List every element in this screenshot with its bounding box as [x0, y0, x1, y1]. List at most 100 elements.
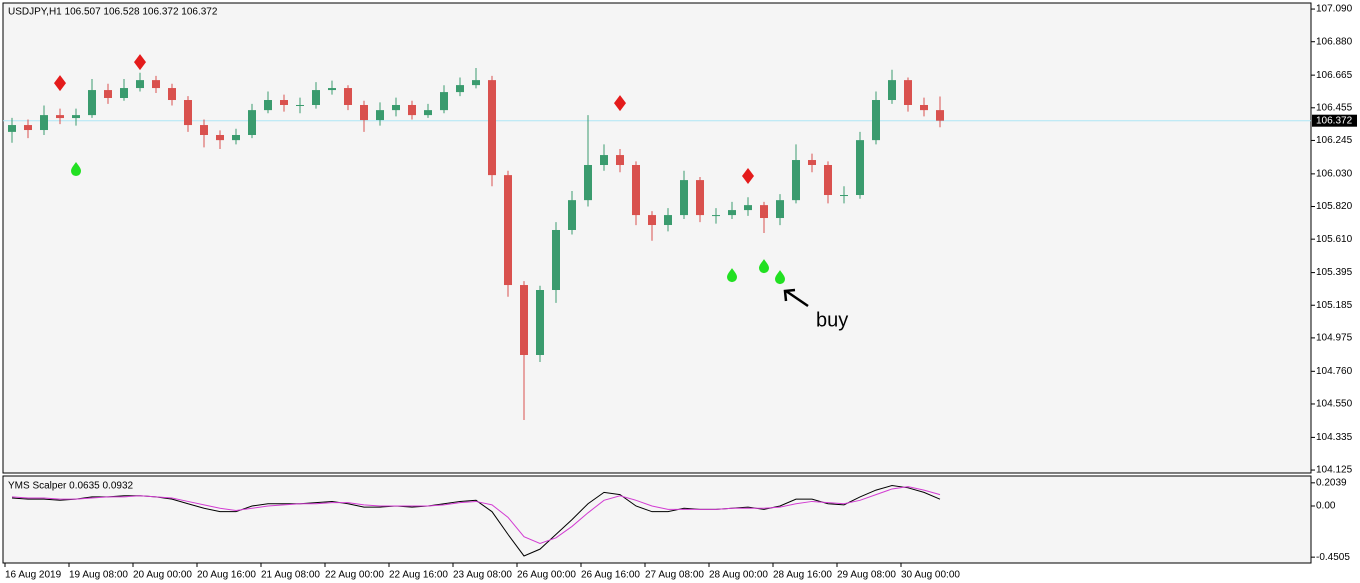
candle-body: [520, 285, 528, 355]
x-tick-label: 30 Aug 00:00: [901, 570, 960, 581]
candle-body: [568, 200, 576, 230]
x-tick-label: 28 Aug 00:00: [709, 570, 768, 581]
candle-body: [40, 115, 48, 131]
candle-body: [584, 165, 592, 201]
indicator-line: [11, 485, 941, 557]
candle-body: [728, 210, 736, 216]
indicator-layer: 0.2039 0.00 -0.4505: [11, 477, 1350, 563]
x-tick-label: 20 Aug 16:00: [197, 570, 256, 581]
candle-body: [120, 88, 128, 98]
annotation: buy: [816, 309, 848, 331]
candle-body: [856, 140, 864, 196]
indicator-plot-frame: [2, 475, 1312, 564]
x-tick-label: 20 Aug 00:00: [133, 570, 192, 581]
candle-body: [824, 165, 832, 196]
candle-body: [280, 100, 288, 105]
main-layer: 107.090 106.880 106.665 106.455 106.245 106.0…: [3, 4, 1353, 476]
y-tick-label: 104.975: [1316, 333, 1353, 344]
chart-title: USDJPY,H1 106.507 106.528 106.372 106.37…: [8, 7, 218, 18]
sell-signal: [134, 54, 146, 71]
candle-body: [536, 290, 544, 355]
candle-body: [328, 88, 336, 91]
main-plot-frame: [2, 2, 1312, 474]
y-tick-label: 104.760: [1316, 366, 1353, 377]
buy-signal: [71, 162, 81, 177]
candle-body: [840, 195, 848, 197]
x-tick-label: 16 Aug 2019: [5, 570, 62, 581]
x-tick-label: 19 Aug 08:00: [69, 570, 128, 581]
candle-body: [184, 100, 192, 126]
y-tick-label: 107.090: [1316, 4, 1353, 15]
candle-body: [552, 229, 560, 291]
candle-body: [616, 155, 624, 166]
candle-body: [264, 100, 272, 111]
candle-body: [152, 80, 160, 89]
candle-body: [776, 200, 784, 219]
candle-body: [248, 110, 256, 135]
candle-body: [360, 104, 368, 121]
last-price-box: [1312, 114, 1357, 127]
candle-body: [920, 104, 928, 111]
candle-body: [696, 180, 704, 216]
x-tick-label: 28 Aug 16:00: [773, 570, 832, 581]
candle-body: [600, 155, 608, 166]
x-tick-label: 26 Aug 16:00: [581, 570, 640, 581]
y-tick-label: 105.185: [1316, 300, 1353, 311]
candle-body: [408, 104, 416, 116]
candle-body: [888, 80, 896, 101]
candle-body: [216, 134, 224, 141]
sell-signal: [54, 75, 66, 92]
candle-body: [168, 88, 176, 101]
x-tick-label: 21 Aug 08:00: [261, 570, 320, 581]
x-tick-label: 22 Aug 16:00: [389, 570, 448, 581]
candle-body: [792, 160, 800, 201]
candle-body: [632, 165, 640, 216]
y-tick-label: 106.880: [1316, 36, 1353, 47]
candle-body: [744, 205, 752, 211]
annotation-arrow: [783, 288, 809, 308]
candle-body: [472, 80, 480, 86]
y-tick-label: 105.820: [1316, 201, 1353, 212]
y-tick-label: 106.245: [1316, 135, 1353, 146]
candle-body: [936, 110, 944, 121]
candle-body: [504, 175, 512, 286]
y-tick-label: 105.610: [1316, 234, 1353, 245]
candle-body: [8, 125, 16, 132]
candle-body: [904, 80, 912, 105]
y-tick-label: 0.00: [1316, 501, 1336, 512]
y-tick-label: 0.2039: [1316, 477, 1347, 488]
candle-body: [24, 125, 32, 131]
candle-body: [72, 115, 80, 119]
candle-body: [136, 80, 144, 89]
candle-body: [872, 100, 880, 141]
buy-signal: [759, 259, 769, 274]
indicator-line: [11, 486, 941, 545]
y-tick-label: 104.335: [1316, 432, 1353, 443]
candle-body: [760, 205, 768, 219]
candle-body: [88, 90, 96, 116]
y-tick-label: 104.550: [1316, 399, 1353, 410]
candle-body: [648, 215, 656, 226]
candle-body: [200, 125, 208, 135]
sell-signal: [614, 95, 626, 112]
candle-body: [376, 110, 384, 121]
candle-body: [456, 85, 464, 93]
buy-signal: [727, 268, 737, 283]
y-tick-label: 106.030: [1316, 169, 1353, 180]
candle-body: [440, 92, 448, 111]
candle-body: [424, 110, 432, 116]
candle-body: [392, 104, 400, 111]
y-tick-label: -0.4505: [1316, 552, 1350, 563]
y-tick-label: 104.125: [1316, 465, 1353, 476]
x-tick-label: 27 Aug 08:00: [645, 570, 704, 581]
candle-body: [296, 104, 304, 106]
candle-body: [712, 215, 720, 217]
buy-signal: [775, 270, 785, 285]
candle-body: [312, 90, 320, 105]
x-tick-label: 26 Aug 00:00: [517, 570, 576, 581]
candle-body: [488, 80, 496, 176]
indicator-title: YMS Scalper 0.0635 0.0932: [8, 481, 134, 492]
candle-body: [104, 90, 112, 98]
